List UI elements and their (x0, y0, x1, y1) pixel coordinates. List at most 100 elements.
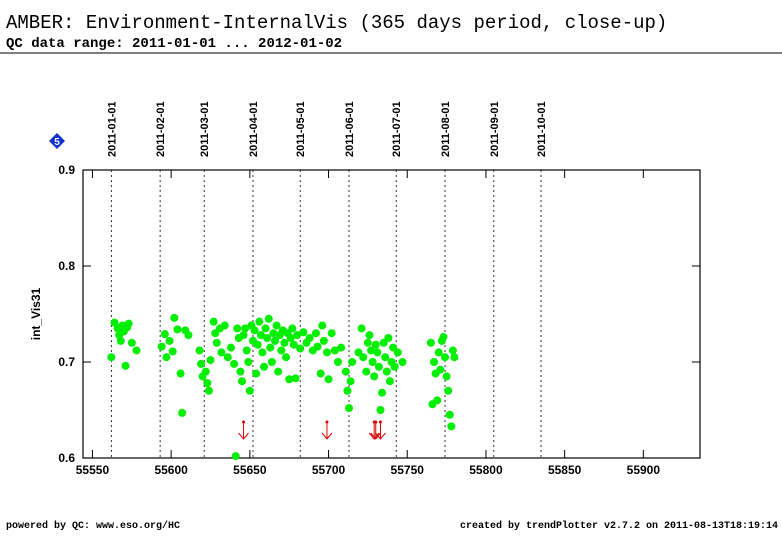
footer-right: created by trendPlotter v2.7.2 on 2011-0… (460, 520, 778, 532)
point (362, 367, 371, 376)
point (337, 343, 346, 352)
point (305, 334, 314, 342)
point (365, 331, 374, 340)
point (116, 336, 125, 345)
point (212, 338, 221, 347)
date-label: 2011-08-01 (440, 101, 452, 157)
y-tick-label: 0.6 (58, 451, 75, 465)
point (255, 317, 264, 326)
point (291, 374, 300, 383)
point (233, 324, 242, 333)
point (439, 333, 448, 342)
date-label: 2011-03-01 (199, 101, 211, 157)
point (201, 367, 210, 376)
point (252, 369, 261, 378)
point (357, 324, 366, 333)
point (330, 346, 339, 355)
point (444, 386, 453, 395)
point (165, 336, 174, 345)
below-range-arrow (321, 420, 333, 440)
point (197, 359, 206, 368)
point (429, 358, 438, 366)
point (370, 372, 379, 381)
point (223, 353, 232, 362)
date-label: 2011-10-01 (536, 101, 548, 157)
point (426, 338, 435, 347)
plot-frame (82, 169, 701, 459)
point (209, 317, 218, 326)
date-label: 2011-04-01 (248, 101, 260, 157)
point (293, 331, 302, 340)
point (285, 375, 294, 384)
point (282, 353, 291, 362)
point (256, 331, 265, 340)
point (226, 343, 235, 352)
point (277, 346, 286, 355)
point (448, 346, 457, 355)
point (157, 342, 166, 351)
point (272, 321, 281, 330)
point (267, 358, 276, 366)
x-tick-label: 55650 (233, 463, 267, 477)
point (121, 361, 130, 370)
x-tick-label: 55900 (627, 463, 661, 477)
point (288, 324, 297, 333)
badge-text: 5 (54, 137, 60, 148)
point (168, 347, 177, 356)
x-tick-label: 55850 (548, 463, 582, 477)
chart-subtitle: QC data range: 2011-01-01 ... 2012-01-02 (6, 36, 342, 52)
point (373, 348, 382, 357)
arrow-part (375, 432, 386, 440)
date-label: 2011-01-01 (106, 101, 118, 157)
y-tick-label: 0.8 (58, 259, 75, 273)
point (241, 324, 250, 333)
badge-icon (49, 133, 65, 149)
arrow-part (321, 432, 333, 440)
arrow-part (238, 432, 249, 440)
point (363, 338, 372, 347)
point (299, 328, 308, 337)
point (398, 358, 407, 366)
x-tick-label: 55800 (469, 463, 503, 477)
point (264, 314, 273, 323)
point (384, 334, 393, 342)
point (263, 334, 272, 342)
point (348, 358, 357, 366)
point (220, 321, 229, 330)
point (203, 379, 212, 388)
x-tick-label: 55550 (76, 463, 110, 477)
point (327, 329, 336, 338)
point (324, 375, 333, 384)
point (393, 348, 402, 357)
point (447, 422, 456, 431)
point (244, 358, 253, 366)
arrow-part (370, 432, 382, 440)
point (132, 346, 141, 355)
point (286, 334, 295, 342)
point (442, 372, 451, 381)
point (127, 338, 136, 347)
point (381, 353, 390, 362)
point (316, 369, 325, 378)
point (371, 340, 380, 349)
point (433, 396, 442, 405)
point (450, 353, 459, 362)
point (178, 408, 187, 417)
point (258, 348, 267, 357)
point (359, 353, 368, 362)
point (204, 386, 213, 395)
point (245, 386, 254, 395)
point (374, 362, 383, 371)
point (184, 331, 193, 340)
point (261, 324, 270, 333)
point (242, 346, 251, 355)
x-tick-label: 55750 (391, 463, 425, 477)
point (313, 342, 322, 351)
point (271, 336, 280, 345)
date-label: 2011-06-01 (344, 101, 356, 157)
point (260, 362, 269, 371)
point (173, 325, 182, 334)
below-range-arrow (238, 420, 249, 440)
point (382, 367, 391, 376)
